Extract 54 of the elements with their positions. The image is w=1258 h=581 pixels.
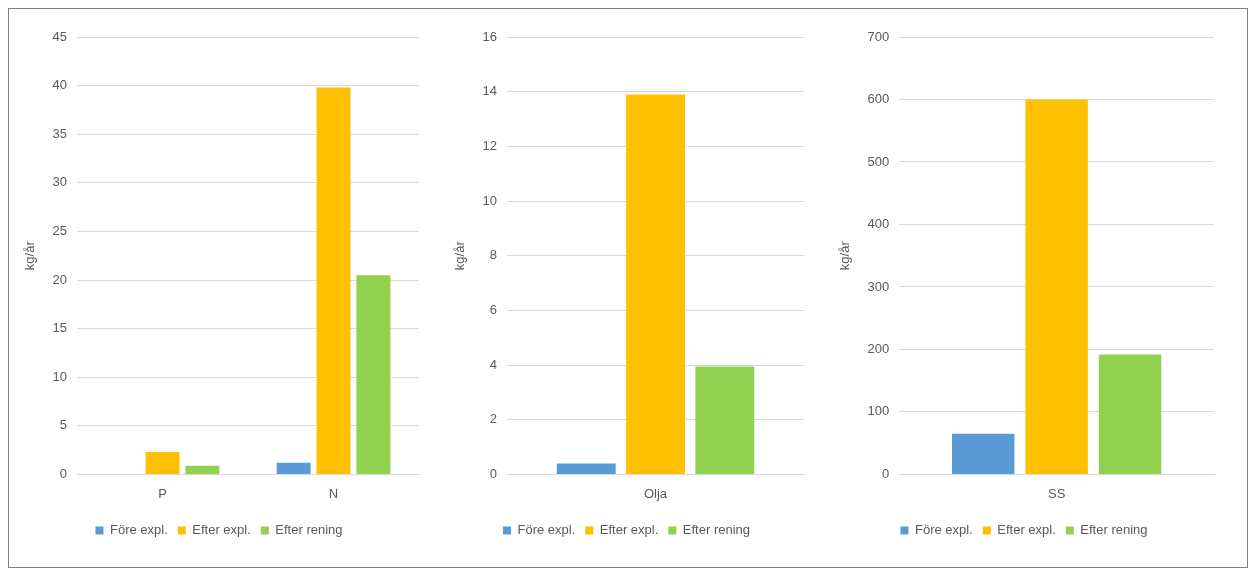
legend-label: Före expl. [517,522,576,538]
y-tick-label: 0 [59,465,68,481]
y-tick-label: 0 [489,465,498,481]
y-tick-label: 4 [489,356,498,372]
x-tick-label: N [328,485,339,501]
legend-label: Efter expl. [997,522,1056,538]
legend-label: Före expl. [109,522,168,538]
y-tick-label: 10 [482,192,498,208]
x-tick-label: SS [1047,485,1066,501]
bar [316,87,351,474]
legend-label: Efter expl. [599,522,659,538]
y-tick-label: 600 [867,91,890,107]
bar [276,462,311,474]
bar [1025,99,1088,474]
y-axis-title: kg/år [837,240,853,271]
y-tick-label: 6 [489,301,498,317]
y-tick-label: 30 [52,174,68,190]
y-tick-label: 5 [59,417,68,433]
bar [695,366,755,474]
y-tick-label: 35 [52,125,68,141]
legend-label: Efter rening [682,522,751,538]
y-tick-label: 200 [867,341,890,357]
y-tick-label: 100 [867,403,890,419]
y-tick-label: 14 [482,83,498,99]
legend-label: Före expl. [914,522,973,538]
y-tick-label: 400 [867,216,890,232]
x-tick-label: Olja [643,485,668,501]
bar [145,452,180,474]
bar [556,463,616,474]
x-tick-label: P [158,485,167,501]
y-tick-label: 40 [52,77,68,93]
y-tick-label: 300 [867,278,890,294]
bar [1098,354,1162,474]
y-tick-label: 0 [882,465,890,481]
y-axis-title: kg/år [452,240,468,271]
bar [185,465,220,474]
y-tick-label: 10 [52,368,68,384]
bar [952,433,1015,474]
y-tick-label: 8 [489,247,498,263]
y-tick-label: 500 [867,153,890,169]
y-tick-label: 25 [52,222,68,238]
y-tick-label: 45 [52,28,68,44]
y-axis-title: kg/år [22,240,38,271]
legend-label: Efter rening [275,522,343,538]
y-tick-label: 12 [482,137,498,153]
y-tick-label: 2 [489,411,498,427]
legend-label: Efter expl. [192,522,251,538]
y-tick-label: 700 [867,28,890,44]
y-tick-label: 20 [52,271,68,287]
y-tick-label: 16 [482,28,498,44]
bar [626,94,685,474]
bar [356,275,391,474]
legend-label: Efter rening [1080,522,1148,538]
y-tick-label: 15 [52,320,68,336]
